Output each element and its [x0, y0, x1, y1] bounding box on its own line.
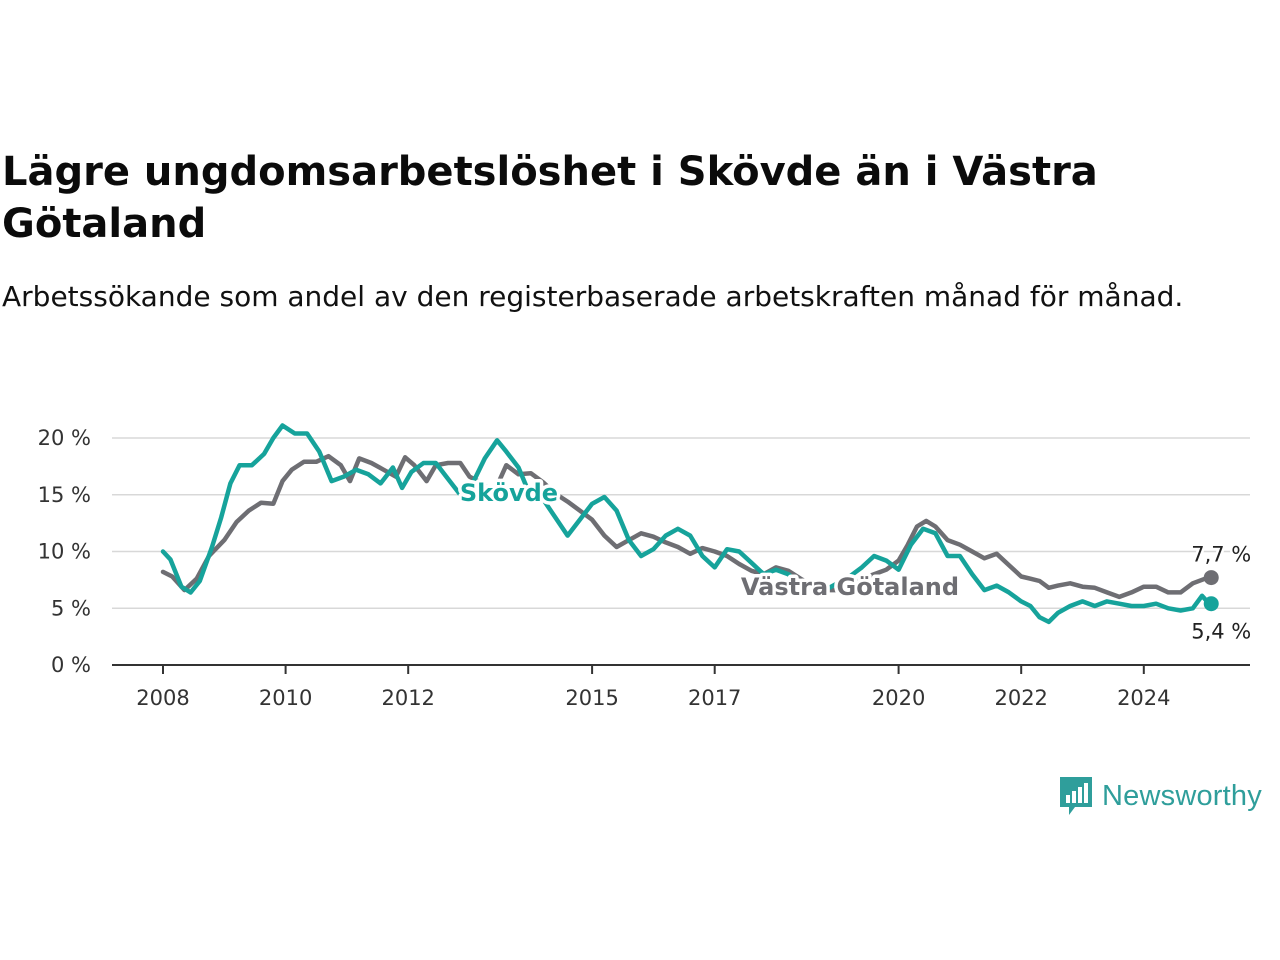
end-label-vastra-gotaland: 7,7 %	[1191, 543, 1251, 567]
y-tick-label: 15 %	[38, 483, 91, 507]
x-tick-label: 2008	[136, 686, 189, 710]
x-tick-label: 2024	[1117, 686, 1170, 710]
x-tick-label: 2022	[994, 686, 1047, 710]
line-chart: 0 %5 %10 %15 %20 % 2008 2010 2012 2015 2017 2…	[38, 423, 1254, 710]
y-axis: 0 % 5 % 10 % 15 % 20 %	[38, 426, 91, 677]
x-tick-label: 2012	[381, 686, 434, 710]
y-tick-label: 0 %	[51, 653, 91, 677]
newsworthy-logo-icon	[1060, 777, 1092, 815]
x-tick-label: 2015	[565, 686, 618, 710]
chart-subtitle: Arbetssökande som andel av den registerb…	[2, 280, 1184, 313]
y-tick-label: 10 %	[38, 540, 91, 564]
series-label-vastra-gotaland: Västra Götaland	[741, 573, 959, 601]
brand: Newsworthy	[1058, 772, 1262, 820]
chart-title: Lägre ungdomsarbetslöshet i Skövde än i …	[2, 149, 1098, 247]
series-label-skovde: Skövde	[460, 479, 558, 507]
x-axis: 2008 2010 2012 2015 2017 2020 2022 2024	[112, 664, 1250, 710]
end-point-skovde	[1203, 596, 1219, 612]
series-layer	[160, 423, 1214, 625]
y-tick-label: 5 %	[51, 596, 91, 620]
series-line-skovde	[160, 423, 1214, 625]
end-point-vastra-gotaland	[1203, 570, 1219, 586]
grid-lines	[112, 437, 1250, 609]
x-tick-label: 2010	[259, 686, 312, 710]
labels-layer: Västra Götaland Skövde 7,7 % 5,4 %	[456, 476, 1253, 647]
end-label-skovde: 5,4 %	[1191, 620, 1251, 644]
series-line-vastra-gotaland	[160, 453, 1214, 600]
x-tick-label: 2017	[688, 686, 741, 710]
x-tick-label: 2020	[872, 686, 925, 710]
brand-name: Newsworthy	[1102, 779, 1262, 812]
y-tick-label: 20 %	[38, 426, 91, 450]
